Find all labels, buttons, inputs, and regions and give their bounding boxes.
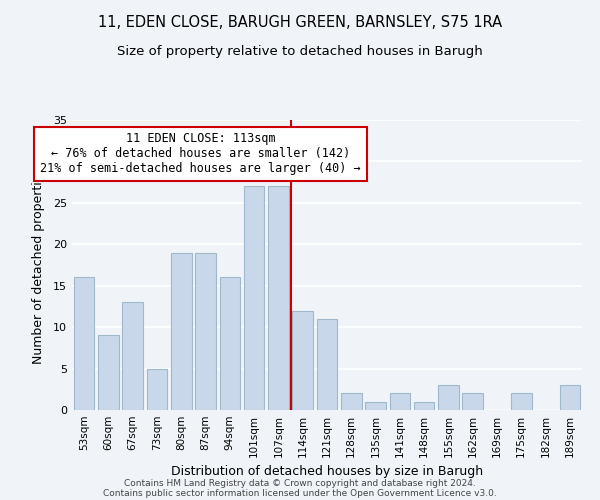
Bar — [292, 310, 313, 410]
Bar — [244, 186, 265, 410]
Bar — [341, 394, 362, 410]
Bar — [560, 385, 580, 410]
Bar — [74, 278, 94, 410]
Text: 11 EDEN CLOSE: 113sqm
← 76% of detached houses are smaller (142)
21% of semi-det: 11 EDEN CLOSE: 113sqm ← 76% of detached … — [40, 132, 361, 176]
Bar — [463, 394, 483, 410]
Bar — [414, 402, 434, 410]
Bar — [365, 402, 386, 410]
X-axis label: Distribution of detached houses by size in Barugh: Distribution of detached houses by size … — [171, 466, 483, 478]
Bar — [146, 368, 167, 410]
Y-axis label: Number of detached properties: Number of detached properties — [32, 166, 44, 364]
Bar — [511, 394, 532, 410]
Bar — [317, 319, 337, 410]
Bar — [220, 278, 240, 410]
Bar — [438, 385, 459, 410]
Bar — [171, 252, 191, 410]
Bar — [98, 336, 119, 410]
Text: Contains HM Land Registry data © Crown copyright and database right 2024.: Contains HM Land Registry data © Crown c… — [124, 478, 476, 488]
Bar — [389, 394, 410, 410]
Bar — [195, 252, 216, 410]
Bar — [122, 302, 143, 410]
Bar — [268, 186, 289, 410]
Text: 11, EDEN CLOSE, BARUGH GREEN, BARNSLEY, S75 1RA: 11, EDEN CLOSE, BARUGH GREEN, BARNSLEY, … — [98, 15, 502, 30]
Text: Size of property relative to detached houses in Barugh: Size of property relative to detached ho… — [117, 45, 483, 58]
Text: Contains public sector information licensed under the Open Government Licence v3: Contains public sector information licen… — [103, 488, 497, 498]
